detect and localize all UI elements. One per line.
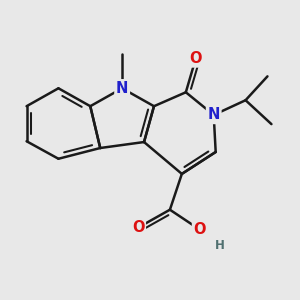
Text: N: N	[116, 81, 128, 96]
Text: O: O	[194, 222, 206, 237]
Text: H: H	[215, 239, 225, 252]
Text: O: O	[190, 51, 202, 66]
Text: O: O	[132, 220, 144, 235]
Text: N: N	[208, 107, 220, 122]
